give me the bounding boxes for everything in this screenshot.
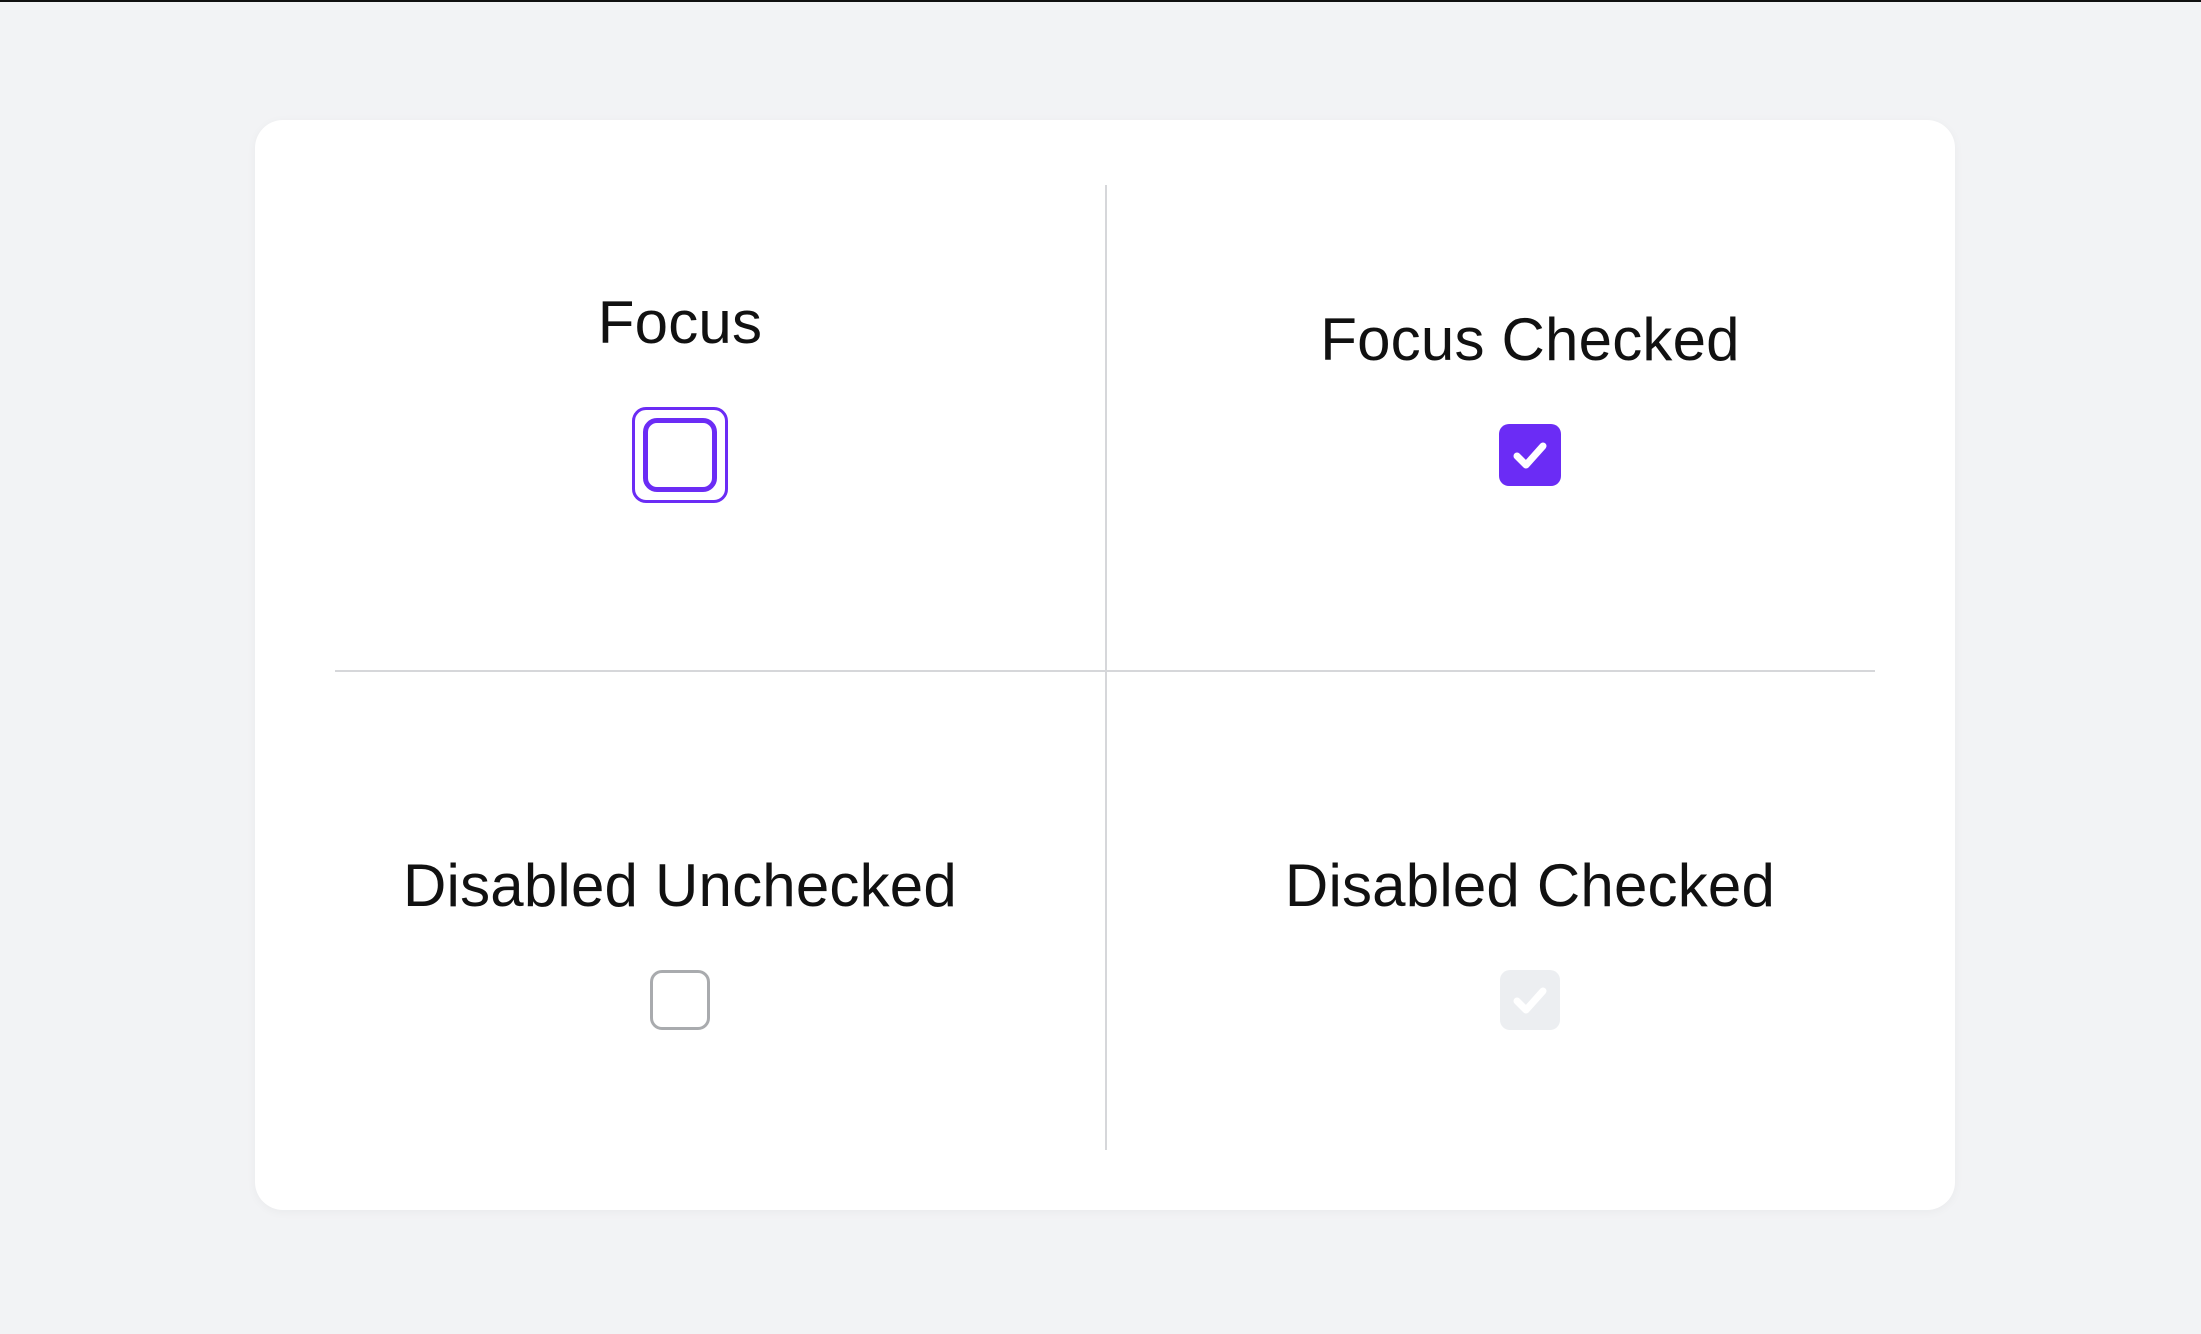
- checkbox-disabled-unchecked: [650, 970, 710, 1030]
- checkbox-focus-unchecked[interactable]: [632, 407, 728, 503]
- cell-disabled-checked: Disabled Checked: [1105, 670, 1955, 1210]
- label-disabled-unchecked: Disabled Unchecked: [403, 851, 957, 920]
- checkbox-states-card: Focus Focus Checked Disabled Unchecked D…: [255, 120, 1955, 1210]
- check-icon: [1509, 434, 1551, 476]
- cell-focus: Focus: [255, 120, 1105, 670]
- cell-disabled-unchecked: Disabled Unchecked: [255, 670, 1105, 1210]
- checkbox-disabled-checked: [1500, 970, 1560, 1030]
- checkbox-focus-checked[interactable]: [1499, 424, 1561, 486]
- cell-focus-checked: Focus Checked: [1105, 120, 1955, 670]
- label-focus: Focus: [598, 288, 762, 357]
- check-icon: [1509, 979, 1551, 1021]
- label-disabled-checked: Disabled Checked: [1285, 851, 1775, 920]
- label-focus-checked: Focus Checked: [1320, 305, 1739, 374]
